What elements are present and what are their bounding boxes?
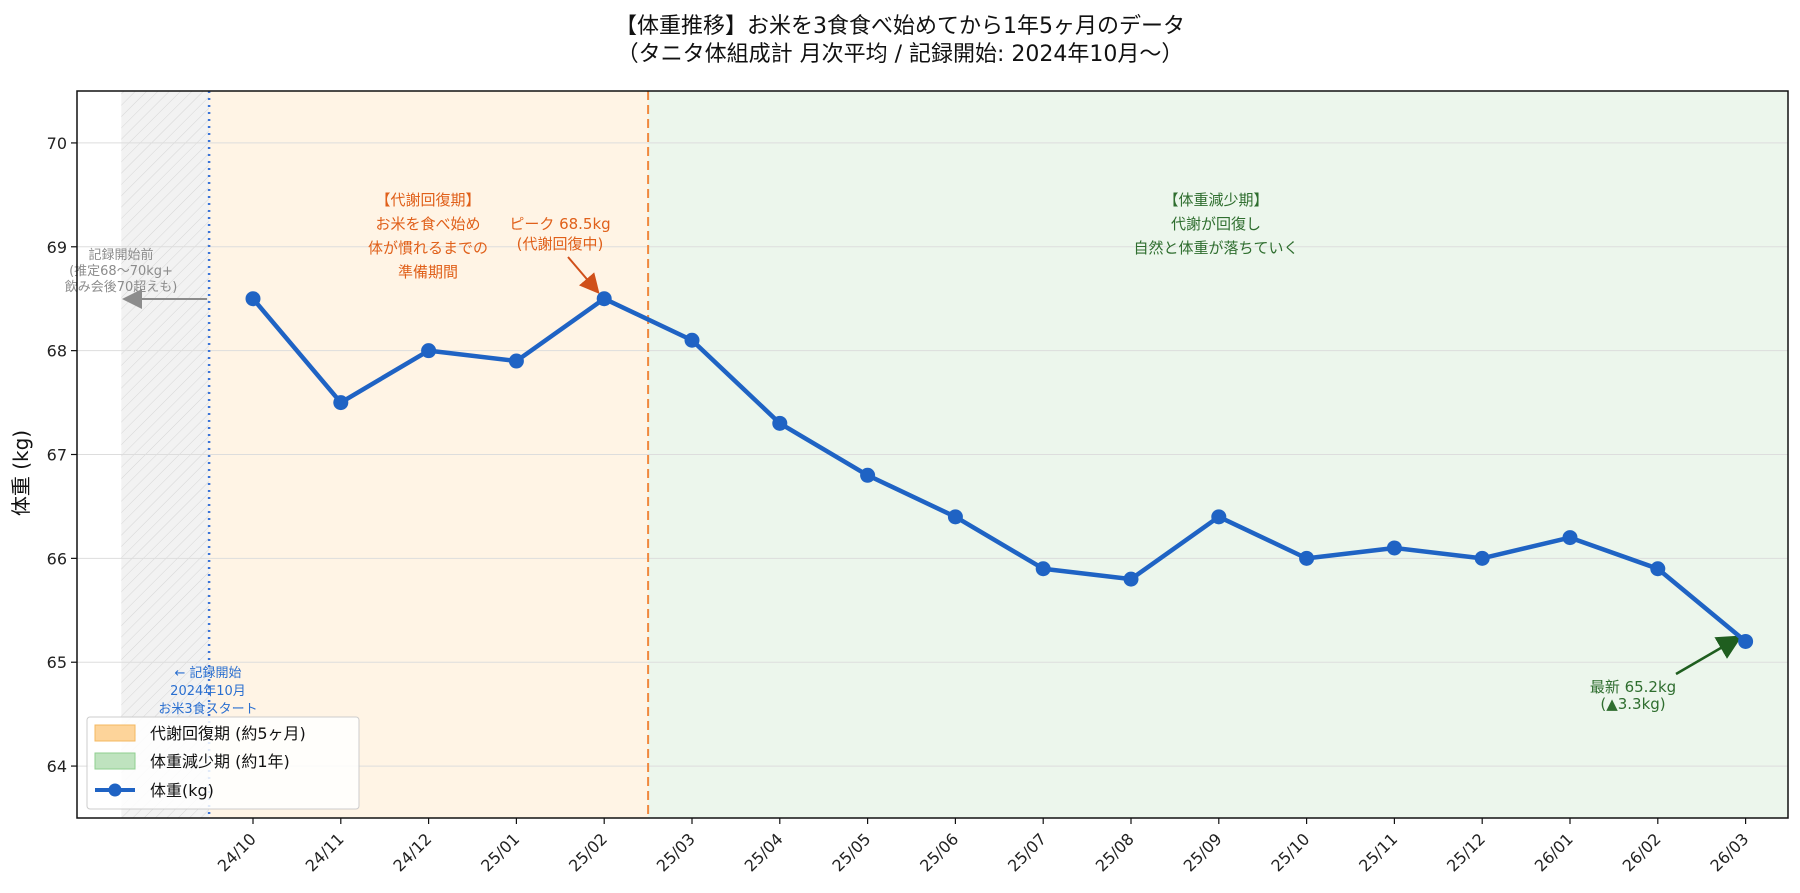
- legend-label-weight: 体重(kg): [150, 781, 214, 800]
- recovery-phase-label: 【代謝回復期】: [375, 191, 480, 209]
- data-point: [1386, 540, 1402, 556]
- pre-record-note: (推定68〜70kg+: [69, 264, 173, 279]
- data-point: [1035, 561, 1051, 577]
- recovery-phase-label: お米を食べ始め: [375, 215, 480, 233]
- data-point: [1562, 530, 1578, 546]
- x-tick-label: 25/07: [1004, 829, 1050, 875]
- x-tick-label: 25/12: [1443, 829, 1489, 875]
- data-point: [245, 291, 261, 307]
- y-tick-label: 68: [47, 342, 67, 361]
- x-tick-label: 24/12: [389, 829, 435, 875]
- x-tick-label: 26/01: [1531, 829, 1577, 875]
- legend-label-recovery: 代謝回復期 (約5ヶ月): [150, 724, 306, 743]
- x-tick-label: 26/03: [1706, 829, 1752, 875]
- legend-label-loss: 体重減少期 (約1年): [150, 752, 290, 771]
- latest-arrow: [1675, 635, 1743, 676]
- chart-title: 【体重推移】お米を3食食べ始めてから1年5ヶ月のデータ: [615, 14, 1185, 39]
- data-point: [1123, 571, 1139, 587]
- x-tick-label: 25/08: [1092, 829, 1138, 875]
- loss-phase-label: 自然と体重が落ちていく: [1133, 239, 1298, 257]
- legend-swatch-recovery: [94, 724, 136, 742]
- x-tick-label: 25/11: [1355, 829, 1401, 875]
- recovery-phase-label: 準備期間: [398, 263, 458, 281]
- x-tick-label: 25/03: [653, 829, 699, 875]
- y-tick-label: 69: [47, 238, 67, 257]
- peak-note: (代謝回復中): [517, 235, 604, 253]
- y-tick-label: 66: [47, 549, 67, 568]
- peak-arrow: [567, 256, 600, 295]
- x-tick-label: 25/10: [1267, 829, 1313, 875]
- record-start-note: ← 記録開始: [174, 665, 241, 681]
- latest-note: 最新 65.2kg: [1590, 678, 1676, 696]
- loss-phase-label: 代謝が回復し: [1171, 215, 1261, 233]
- y-tick-label: 64: [47, 757, 67, 776]
- pre-record-note: 飲み会後70超えも): [65, 279, 178, 295]
- loss-phase-label: 【体重減少期】: [1163, 191, 1268, 209]
- data-point: [772, 415, 788, 431]
- legend-swatch-loss: [94, 752, 136, 770]
- data-point: [684, 332, 700, 348]
- x-tick-label: 24/10: [214, 829, 260, 875]
- data-point: [947, 509, 963, 525]
- data-point: [1650, 561, 1666, 577]
- x-tick-label: 25/04: [741, 829, 787, 875]
- data-point: [1474, 550, 1490, 566]
- data-point: [1299, 550, 1315, 566]
- y-axis-label: 体重 (kg): [9, 430, 33, 516]
- legend-box: [86, 716, 360, 810]
- legend-marker-weight: [108, 783, 122, 797]
- legend: 代謝回復期 (約5ヶ月) 体重減少期 (約1年) 体重(kg): [86, 716, 360, 810]
- data-point: [596, 291, 612, 307]
- weight-series-line: [251, 296, 1748, 644]
- pre-record-note: 記録開始前: [88, 247, 153, 263]
- y-tick-label: 65: [47, 653, 67, 672]
- x-tick-label: 25/06: [916, 829, 962, 875]
- record-start-note: 2024年10月: [170, 684, 246, 699]
- recovery-phase-label: 体が慣れるまでの: [368, 239, 488, 257]
- x-tick-label: 24/11: [302, 829, 348, 875]
- x-tick-label: 25/02: [565, 829, 611, 875]
- data-point: [860, 467, 876, 483]
- peak-note: ピーク 68.5kg: [509, 215, 610, 233]
- x-tick-label: 26/02: [1619, 829, 1665, 875]
- x-tick-label: 25/09: [1180, 829, 1226, 875]
- x-tick-label: 25/01: [477, 829, 523, 875]
- x-tick-label: 25/05: [828, 829, 874, 875]
- latest-note: (▲3.3kg): [1600, 695, 1665, 713]
- data-point: [1738, 633, 1754, 649]
- data-point: [508, 353, 524, 369]
- data-point: [1211, 509, 1227, 525]
- record-start-note: お米3食スタート: [158, 701, 257, 717]
- chart-subtitle: （タニタ体組成計 月次平均 / 記録開始: 2024年10月〜）: [617, 42, 1184, 67]
- y-tick-label: 70: [47, 134, 67, 153]
- data-point: [333, 395, 349, 411]
- y-tick-label: 67: [47, 446, 67, 465]
- data-point: [421, 343, 437, 359]
